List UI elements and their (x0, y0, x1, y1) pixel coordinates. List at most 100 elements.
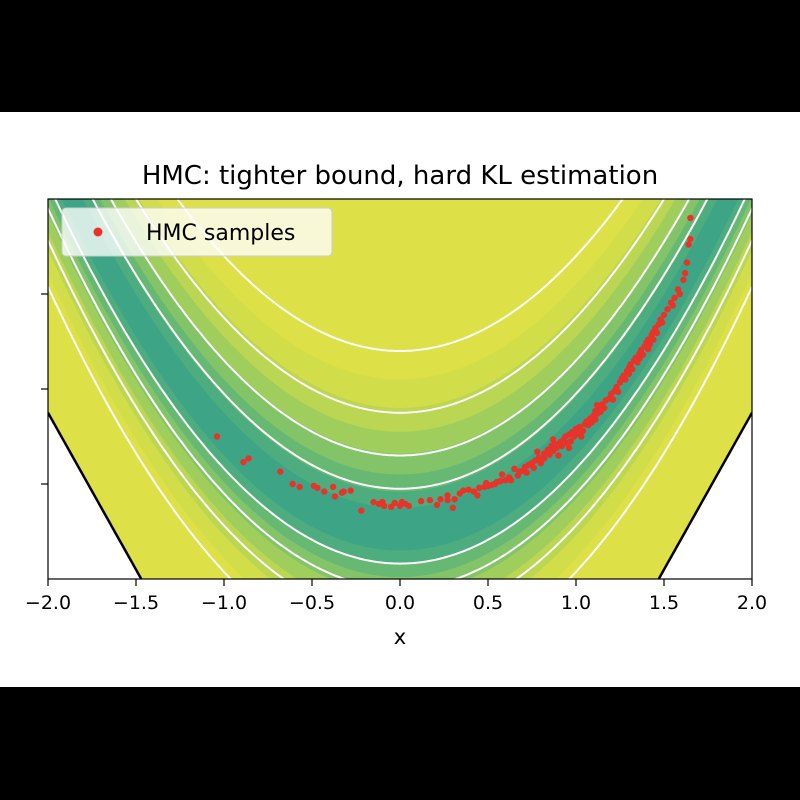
sample-point (650, 336, 657, 343)
density-band (48, 199, 752, 579)
x-tick-label: 1.0 (561, 592, 591, 614)
sample-point (660, 311, 668, 319)
sample-point (498, 471, 506, 478)
sample-point (289, 480, 296, 488)
contour-line (48, 206, 752, 579)
sample-point (681, 269, 689, 277)
sample-point (687, 214, 694, 222)
x-tick-label: 0.0 (385, 592, 415, 614)
sample-point (537, 459, 544, 467)
legend-marker (93, 227, 103, 237)
sample-point (511, 465, 518, 472)
sample-point (474, 492, 481, 499)
sample-point (615, 388, 622, 396)
x-tick-label: −1.0 (201, 592, 247, 614)
sample-point (541, 455, 548, 462)
sample-point (449, 504, 456, 511)
sample-point (687, 235, 694, 243)
sample-point (460, 487, 467, 494)
sample-point (535, 454, 543, 461)
x-axis-ticks: −2.0 −1.5 −1.0 −0.5 0.0 0.5 1.0 1.5 2.0 (25, 579, 767, 614)
x-tick-label: −0.5 (289, 592, 335, 614)
sample-point (391, 499, 398, 507)
sample-point (685, 241, 692, 248)
sample-point (625, 370, 632, 377)
contour-line (48, 238, 752, 579)
y-axis-ticks (41, 293, 48, 485)
sample-point (645, 336, 652, 343)
sample-point (358, 507, 365, 514)
figure: −2.0 −1.5 −1.0 −0.5 0.0 0.5 1.0 1.5 2.0 HMC: tig… (0, 112, 800, 687)
x-axis-label: x (394, 625, 406, 649)
sample-point (555, 452, 562, 459)
sample-point (437, 496, 444, 503)
contour-line (176, 199, 624, 352)
sample-point (565, 444, 573, 452)
sample-point (601, 404, 608, 412)
sample-point (381, 502, 388, 510)
legend: HMC samples (61, 207, 333, 257)
x-tick-label: −1.5 (113, 592, 159, 614)
sample-point (567, 438, 574, 445)
sample-point (593, 401, 601, 409)
contour-line (134, 199, 666, 414)
sample-point (213, 433, 221, 440)
sample-point (636, 355, 643, 362)
x-tick-label: 0.5 (473, 592, 503, 614)
hmc-samples (213, 214, 694, 514)
chart: −2.0 −1.5 −1.0 −0.5 0.0 0.5 1.0 1.5 2.0 HMC: tig… (25, 161, 767, 649)
sample-point (444, 496, 451, 504)
sample-point (609, 396, 617, 403)
sample-point (629, 365, 636, 373)
sample-point (671, 294, 678, 301)
sample-point (659, 319, 666, 326)
legend-box (61, 207, 333, 257)
sample-point (314, 484, 321, 491)
sample-point (680, 276, 687, 283)
sample-point (296, 483, 303, 491)
sample-point (245, 455, 252, 462)
sample-point (653, 329, 661, 337)
contour-line (54, 199, 746, 565)
sample-point (553, 444, 560, 452)
x-tick-label: 1.5 (649, 592, 679, 614)
chart-title: HMC: tighter bound, hard KL estimation (142, 161, 658, 191)
sample-point (664, 306, 671, 313)
sample-point (622, 376, 629, 383)
sample-point (549, 436, 557, 443)
legend-label: HMC samples (146, 221, 295, 246)
sample-point (417, 497, 425, 505)
sample-point (558, 442, 566, 450)
sample-point (465, 486, 472, 493)
sample-point (476, 484, 483, 491)
sample-point (331, 493, 339, 500)
sample-point (507, 477, 515, 484)
sample-point (329, 483, 337, 491)
sample-point (592, 416, 599, 423)
sample-point (444, 492, 451, 499)
contour-lines (48, 199, 752, 579)
sample-point (523, 469, 530, 476)
sample-point (240, 458, 247, 466)
sample-point (405, 502, 412, 510)
boundary-line (48, 412, 143, 579)
sample-point (613, 383, 620, 391)
sample-point (578, 433, 585, 440)
density-band (61, 199, 739, 551)
sample-point (669, 302, 676, 309)
sample-point (451, 496, 458, 503)
sample-point (277, 468, 284, 475)
sample-point (534, 448, 541, 455)
sample-point (645, 345, 652, 353)
sample-point (579, 427, 587, 434)
sample-point (683, 259, 691, 266)
contour-line (91, 199, 709, 490)
sample-point (426, 496, 434, 504)
sample-point (483, 479, 490, 487)
sample-point (433, 501, 441, 509)
sample-point (321, 488, 328, 495)
sample-point (370, 498, 377, 506)
sample-point (338, 489, 346, 496)
sample-point (676, 290, 683, 298)
